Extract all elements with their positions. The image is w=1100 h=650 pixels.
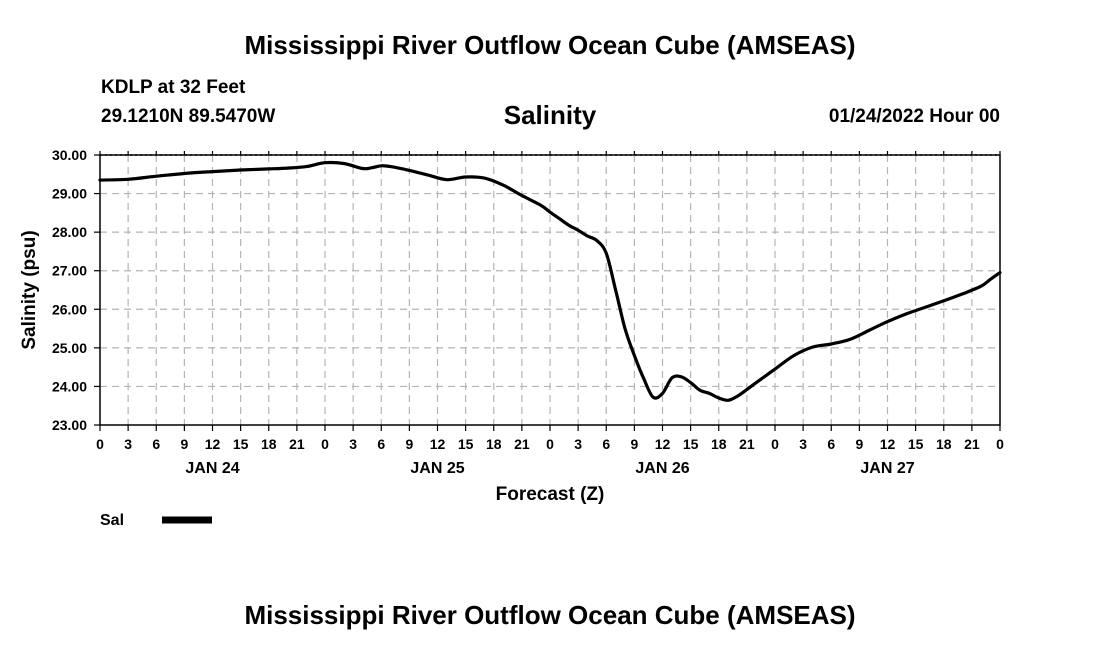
- x-tick-label: 12: [880, 436, 896, 452]
- x-tick-label: 0: [546, 436, 554, 452]
- station-coordinates: 29.1210N 89.5470W: [101, 106, 276, 127]
- x-tick-label: 12: [655, 436, 671, 452]
- x-tick-label: 18: [711, 436, 727, 452]
- x-tick-label: 15: [908, 436, 924, 452]
- x-tick-label: 15: [458, 436, 474, 452]
- x-tick-label: 21: [514, 436, 530, 452]
- x-tick-label: 6: [602, 436, 610, 452]
- y-tick-label: 30.00: [52, 147, 87, 163]
- y-tick-label: 26.00: [52, 301, 87, 317]
- x-tick-label: 9: [180, 436, 188, 452]
- x-tick-label: 0: [996, 436, 1004, 452]
- x-tick-label: 18: [936, 436, 952, 452]
- y-tick-label: 28.00: [52, 224, 87, 240]
- day-label: JAN 25: [410, 460, 464, 477]
- x-tick-label: 12: [430, 436, 446, 452]
- x-tick-label: 0: [321, 436, 329, 452]
- x-tick-label: 12: [205, 436, 221, 452]
- x-tick-label: 21: [739, 436, 755, 452]
- x-axis-label: Forecast (Z): [496, 484, 605, 505]
- x-tick-label: 15: [233, 436, 249, 452]
- station-label: KDLP at 32 Feet: [101, 77, 246, 98]
- footer-title: Mississippi River Outflow Ocean Cube (AM…: [244, 600, 856, 630]
- y-axis-label: Salinity (psu): [19, 230, 40, 349]
- page-title: Mississippi River Outflow Ocean Cube (AM…: [244, 30, 856, 60]
- x-tick-label: 18: [486, 436, 502, 452]
- x-tick-label: 3: [799, 436, 807, 452]
- y-axis: 23.00 24.00 25.00 26.00 27.00 28.00 29.00 30.00: [52, 147, 100, 433]
- y-tick-label: 24.00: [52, 378, 87, 394]
- x-tick-label: 21: [964, 436, 980, 452]
- x-tick-label: 6: [827, 436, 835, 452]
- x-tick-label: 9: [630, 436, 638, 452]
- y-tick-label: 27.00: [52, 263, 87, 279]
- forecast-date: 01/24/2022 Hour 00: [828, 106, 1000, 127]
- x-tick-label: 18: [261, 436, 277, 452]
- x-axis: 0 3 6 9 12 15 18 21 0 3 6 9 12 15 18 21 0 3 6 9 12 15 18 21 0 3 6 9…: [96, 151, 1004, 477]
- x-tick-label: 9: [405, 436, 413, 452]
- legend-label: Sal: [100, 512, 124, 529]
- x-tick-label: 15: [683, 436, 699, 452]
- day-label: JAN 27: [860, 460, 914, 477]
- x-tick-label: 6: [377, 436, 385, 452]
- y-tick-label: 25.00: [52, 340, 87, 356]
- x-tick-label: 6: [152, 436, 160, 452]
- day-label: JAN 26: [635, 460, 689, 477]
- x-tick-label: 3: [574, 436, 582, 452]
- x-tick-label: 9: [855, 436, 863, 452]
- x-tick-label: 0: [771, 436, 779, 452]
- y-tick-label: 23.00: [52, 417, 87, 433]
- x-tick-label: 3: [349, 436, 357, 452]
- y-tick-label: 29.00: [52, 186, 87, 202]
- chart-grid: [100, 155, 1000, 425]
- salinity-series-line: [98, 160, 1002, 402]
- x-tick-label: 3: [124, 436, 132, 452]
- x-tick-label: 0: [96, 436, 104, 452]
- x-tick-label: 21: [289, 436, 305, 452]
- day-label: JAN 24: [185, 460, 239, 477]
- chart-title: Salinity: [503, 100, 597, 130]
